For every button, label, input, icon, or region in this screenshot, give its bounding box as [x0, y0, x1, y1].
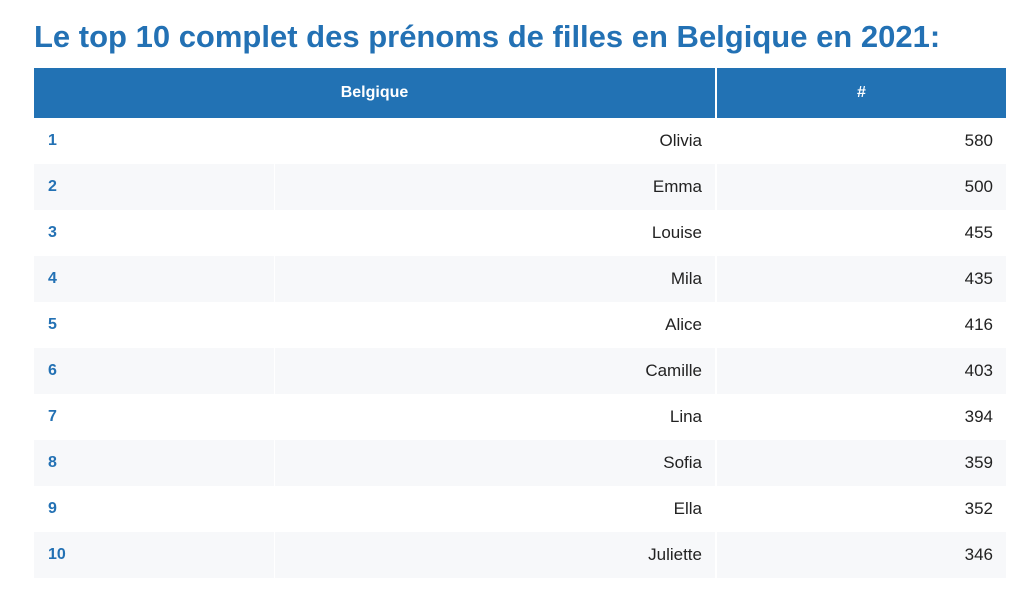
table-row: 8 Sofia 359 [34, 440, 1006, 486]
name-cell: Emma [273, 164, 716, 210]
name-cell: Ella [273, 486, 716, 532]
count-cell: 455 [715, 210, 1006, 256]
count-cell: 580 [715, 118, 1006, 164]
rank-cell: 1 [34, 118, 274, 164]
count-cell: 403 [715, 348, 1006, 394]
rank-cell: 7 [34, 394, 274, 440]
table-row: 2 Emma 500 [34, 164, 1006, 210]
header-region: Belgique [34, 68, 716, 118]
count-cell: 352 [715, 486, 1006, 532]
table-row: 7 Lina 394 [34, 394, 1006, 440]
header-count: # [715, 68, 1006, 118]
name-cell: Sofia [273, 440, 716, 486]
table-row: 1 Olivia 580 [34, 118, 1006, 164]
count-cell: 416 [715, 302, 1006, 348]
table-row: 5 Alice 416 [34, 302, 1006, 348]
rank-cell: 8 [34, 440, 274, 486]
rank-cell: 10 [34, 532, 274, 578]
table-header: Belgique # [34, 68, 1006, 118]
name-cell: Juliette [273, 532, 716, 578]
table-row: 10 Juliette 346 [34, 532, 1006, 578]
rank-cell: 3 [34, 210, 274, 256]
header-row: Belgique # [34, 68, 1006, 118]
count-cell: 435 [715, 256, 1006, 302]
table-row: 3 Louise 455 [34, 210, 1006, 256]
rank-cell: 6 [34, 348, 274, 394]
rank-cell: 9 [34, 486, 274, 532]
page-title: Le top 10 complet des prénoms de filles … [34, 19, 941, 54]
table-row: 9 Ella 352 [34, 486, 1006, 532]
name-cell: Olivia [273, 118, 716, 164]
name-cell: Lina [273, 394, 716, 440]
name-cell: Alice [273, 302, 716, 348]
count-cell: 394 [715, 394, 1006, 440]
count-cell: 500 [715, 164, 1006, 210]
name-cell: Camille [273, 348, 716, 394]
name-cell: Mila [273, 256, 716, 302]
names-table: Belgique # 1 Olivia 580 2 Emma 500 3 Louise 455 4… [34, 68, 1006, 578]
count-cell: 359 [715, 440, 1006, 486]
name-cell: Louise [273, 210, 716, 256]
count-cell: 346 [715, 532, 1006, 578]
table-row: 4 Mila 435 [34, 256, 1006, 302]
rank-cell: 5 [34, 302, 274, 348]
rank-cell: 2 [34, 164, 274, 210]
rank-cell: 4 [34, 256, 274, 302]
table-body: 1 Olivia 580 2 Emma 500 3 Louise 455 4 Mila 435 5 Ali… [34, 118, 1006, 578]
table-row: 6 Camille 403 [34, 348, 1006, 394]
